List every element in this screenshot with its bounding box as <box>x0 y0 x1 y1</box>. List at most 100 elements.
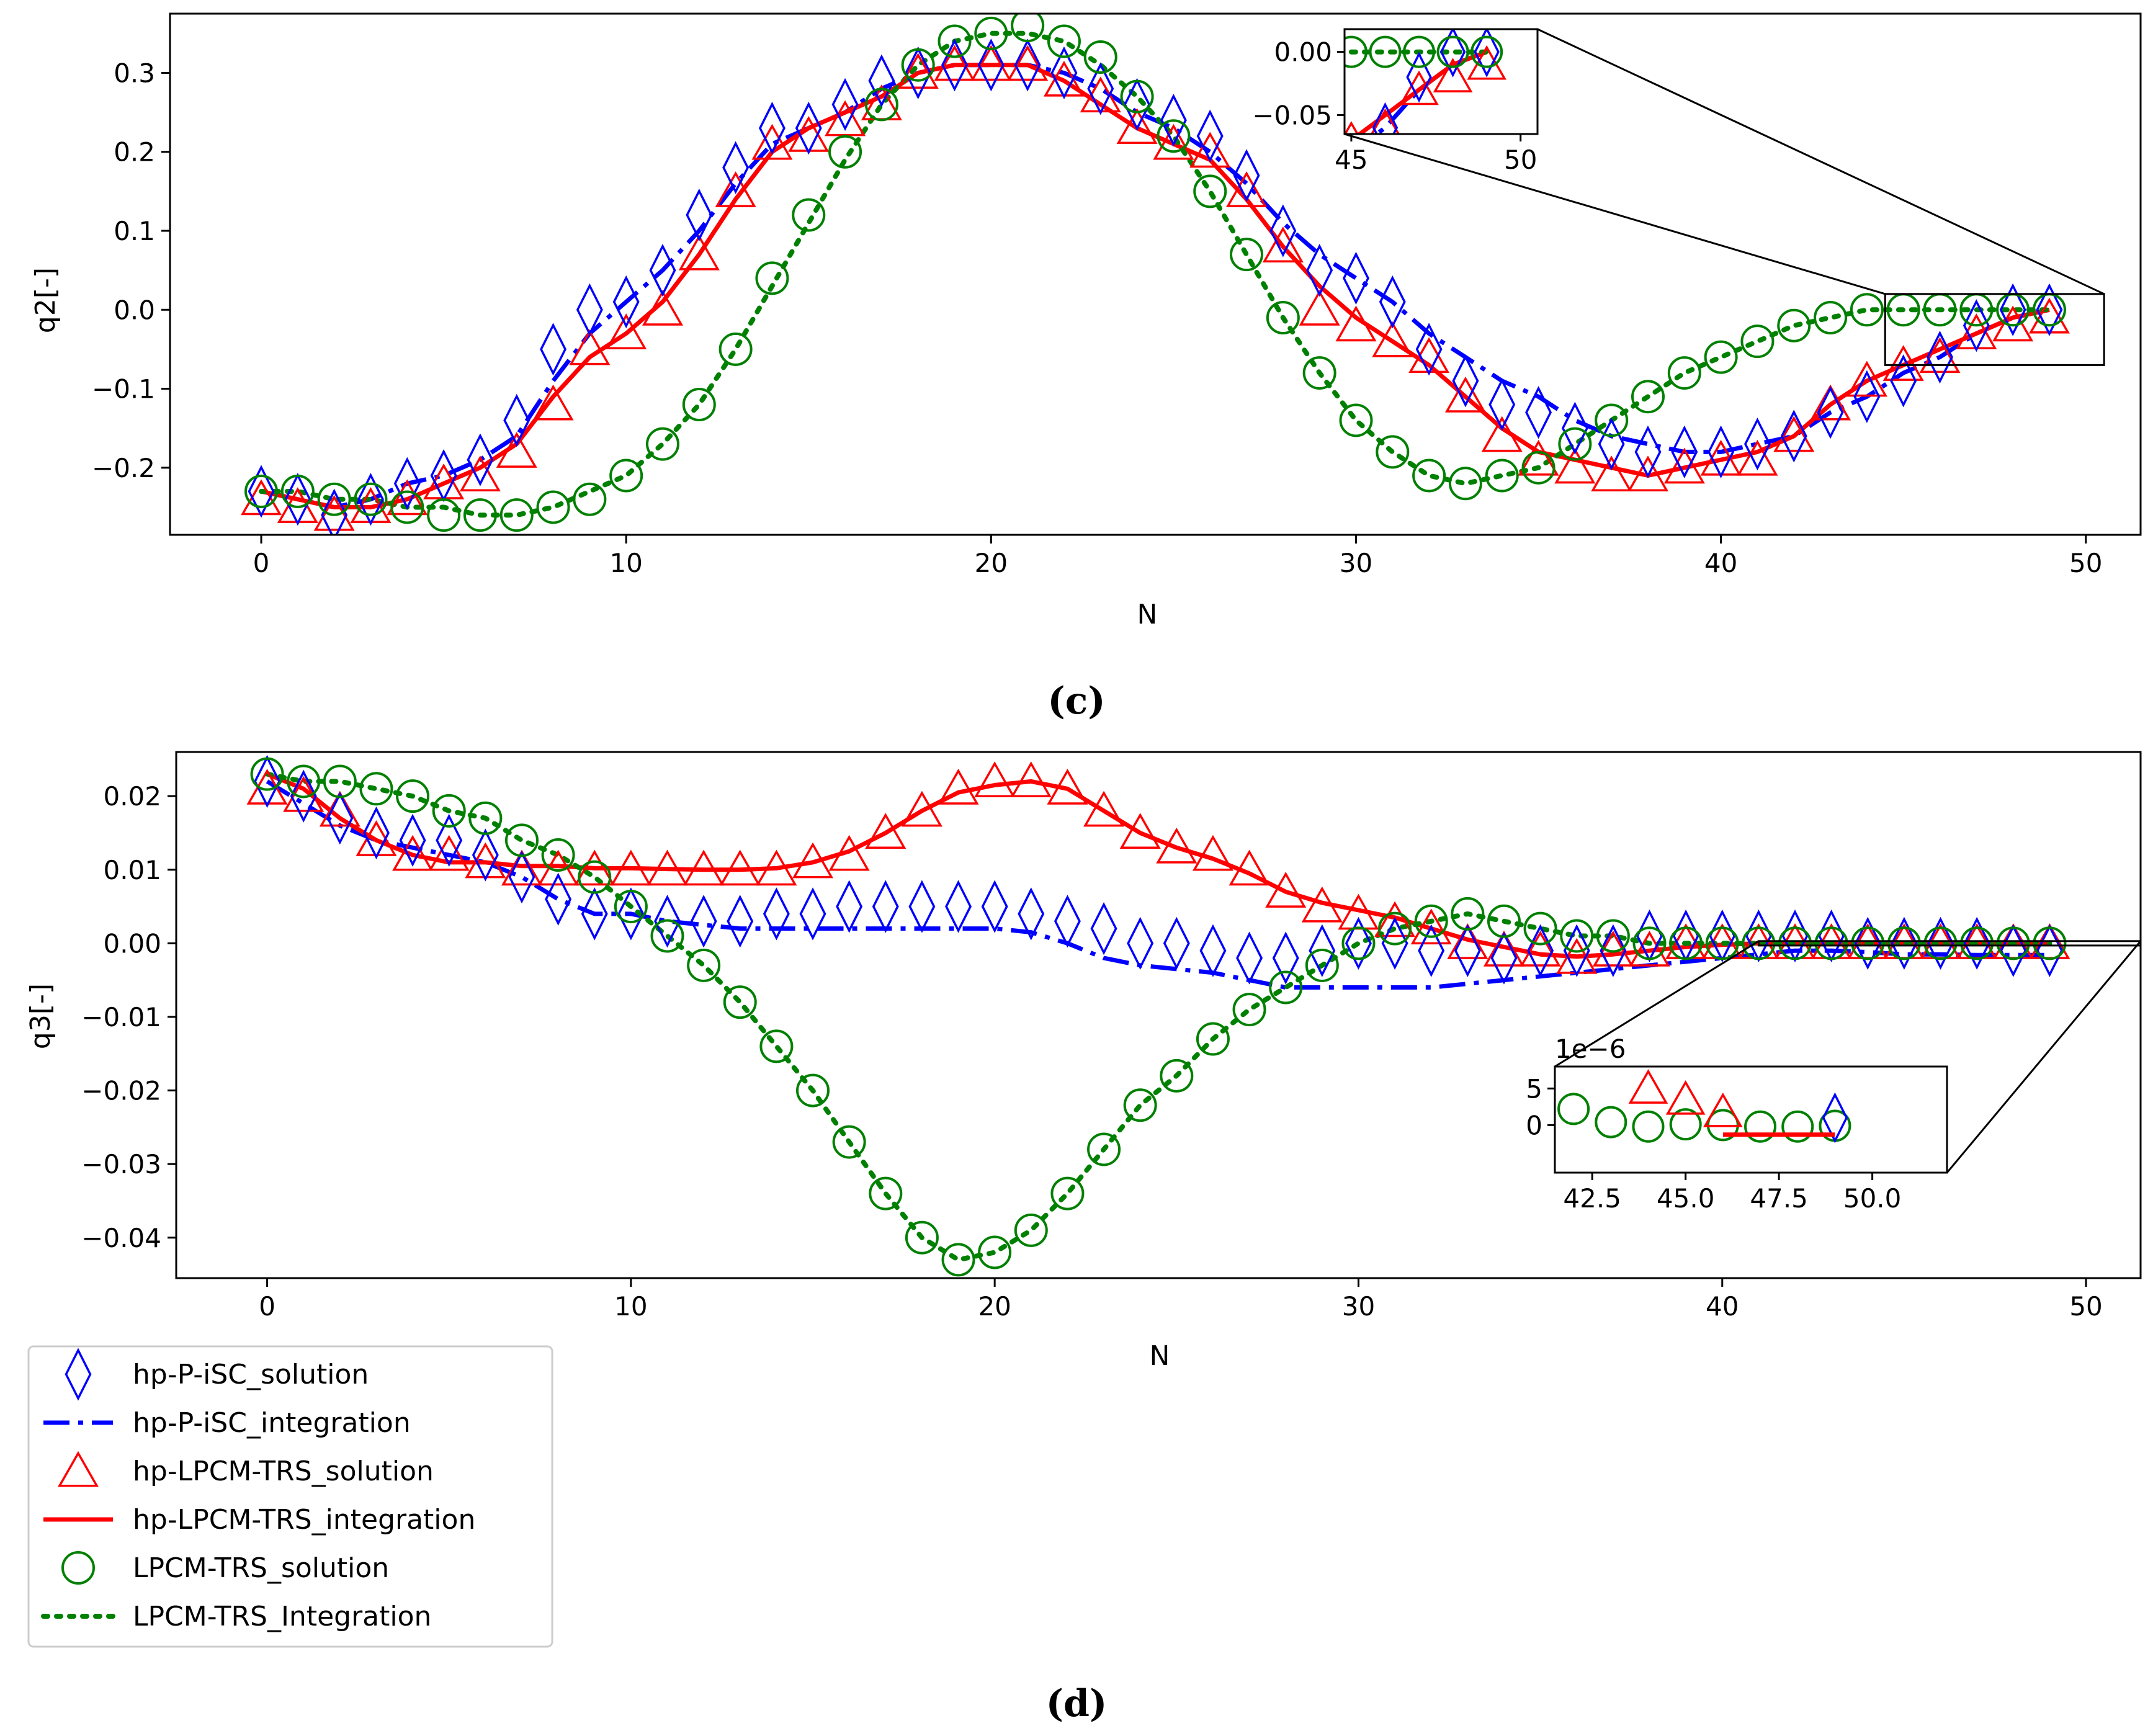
inset-series-hp-P-iSC_solution <box>1822 1092 1848 1143</box>
marker-circle <box>646 427 679 461</box>
panel-d-plot-area: 0 10 20 30 40 50−0.04−0.03−0.02−0.010.000.010… <box>81 751 2142 1322</box>
marker-circle <box>468 801 503 835</box>
marker-triangle <box>392 834 434 871</box>
marker-triangle <box>756 849 797 886</box>
marker-triangle <box>1483 930 1524 967</box>
legend-label: hp-LPCM-TRS_solution <box>133 1456 434 1487</box>
marker-diamond <box>831 78 859 132</box>
marker-triangle <box>1737 439 1778 476</box>
marker-triangle <box>1627 455 1669 492</box>
inset-x-tick-label: 50 <box>1504 145 1537 175</box>
marker-triangle <box>1882 345 1924 381</box>
marker-diamond <box>1127 916 1154 970</box>
inset-marker-triangle <box>1433 58 1473 92</box>
marker-triangle <box>1518 439 1559 476</box>
marker-circle <box>1412 459 1446 493</box>
marker-triangle <box>569 329 611 365</box>
marker-triangle <box>1374 901 1416 937</box>
inset-marker-diamond <box>1474 29 1500 78</box>
marker-circle <box>432 794 466 828</box>
x-tick-label: 30 <box>1340 548 1372 578</box>
marker-triangle <box>792 842 834 879</box>
marker-triangle <box>1156 827 1197 864</box>
y-tick-label: −0.2 <box>92 453 155 483</box>
marker-triangle <box>825 100 866 136</box>
marker-diamond <box>1381 916 1408 970</box>
marker-diamond <box>1018 887 1045 941</box>
marker-diamond <box>1050 46 1078 100</box>
marker-triangle <box>496 432 537 468</box>
marker-diamond <box>722 141 750 194</box>
series-LPCM-TRS_solution <box>250 757 2067 1277</box>
marker-diamond <box>905 46 932 100</box>
marker-circle <box>573 482 607 516</box>
marker-diamond <box>1817 386 1844 439</box>
marker-triangle <box>1591 455 1632 492</box>
y-tick-label: 0.3 <box>114 58 155 88</box>
zoom-connector <box>1344 133 1886 295</box>
panel-d-x-axis-label: N <box>1150 1340 1170 1372</box>
marker-triangle <box>1301 886 1343 923</box>
marker-diamond <box>1853 370 1881 423</box>
inset-series-LPCM-TRS_solution <box>1557 1093 1851 1143</box>
marker-circle <box>1487 904 1521 938</box>
marker-triangle <box>828 834 870 871</box>
marker-triangle <box>1335 305 1377 342</box>
marker-diamond <box>393 457 421 510</box>
inset-y-tick-label: −0.05 <box>1252 100 1332 130</box>
x-tick-label: 10 <box>609 548 642 578</box>
marker-circle <box>1414 904 1448 938</box>
y-tick-label: 0.1 <box>114 216 155 246</box>
legend-marker-triangle <box>57 1451 99 1487</box>
marker-circle <box>609 459 643 493</box>
marker-triangle <box>1810 384 1851 421</box>
marker-diamond <box>758 101 786 155</box>
marker-circle <box>682 388 716 421</box>
marker-circle <box>759 1029 794 1063</box>
marker-circle <box>864 87 898 122</box>
marker-triangle <box>715 171 756 207</box>
marker-diamond <box>795 101 822 155</box>
y-tick-label: −0.01 <box>81 1002 161 1032</box>
marker-circle <box>869 1176 903 1210</box>
marker-triangle <box>1919 337 1961 374</box>
x-tick-label: 0 <box>259 1291 275 1322</box>
marker-diamond <box>399 813 426 867</box>
marker-diamond <box>1708 425 1735 479</box>
inset-marker-circle <box>1595 1106 1627 1139</box>
marker-triangle <box>683 849 725 886</box>
y-tick-label: −0.1 <box>92 374 155 405</box>
inset-x-tick-label: 47.5 <box>1750 1183 1808 1214</box>
marker-diamond <box>1672 909 1699 963</box>
marker-diamond <box>690 895 717 948</box>
inset-marker-diamond <box>1406 51 1432 103</box>
marker-triangle <box>865 813 906 849</box>
marker-circle <box>463 498 497 532</box>
marker-diamond <box>1743 417 1771 471</box>
series-hp-P-iSC_solution <box>248 38 2063 535</box>
marker-circle <box>1560 919 1594 953</box>
marker-circle <box>1448 467 1482 501</box>
marker-diamond <box>941 38 968 92</box>
marker-circle <box>1851 926 1885 960</box>
legend-marker-diamond <box>65 1348 92 1401</box>
marker-diamond <box>1452 354 1479 408</box>
inset-series-hp-P-iSC_solution <box>1372 29 1500 134</box>
x-tick-label: 10 <box>614 1291 647 1322</box>
marker-triangle <box>1153 123 1194 160</box>
marker-circle <box>1595 403 1629 437</box>
marker-diamond <box>836 880 863 933</box>
y-tick-label: 0.0 <box>114 295 155 325</box>
marker-triangle <box>974 761 1016 797</box>
marker-circle <box>832 1125 866 1159</box>
marker-circle <box>499 498 534 532</box>
inset-marker-circle <box>1557 1093 1590 1125</box>
marker-circle <box>250 757 284 791</box>
marker-triangle <box>1554 447 1596 484</box>
inset-marker-circle <box>1632 1110 1665 1143</box>
marker-circle <box>978 1235 1012 1269</box>
marker-diamond <box>1054 895 1081 948</box>
marker-circle <box>1814 926 1848 960</box>
marker-diamond <box>686 188 713 242</box>
marker-diamond <box>612 275 640 329</box>
